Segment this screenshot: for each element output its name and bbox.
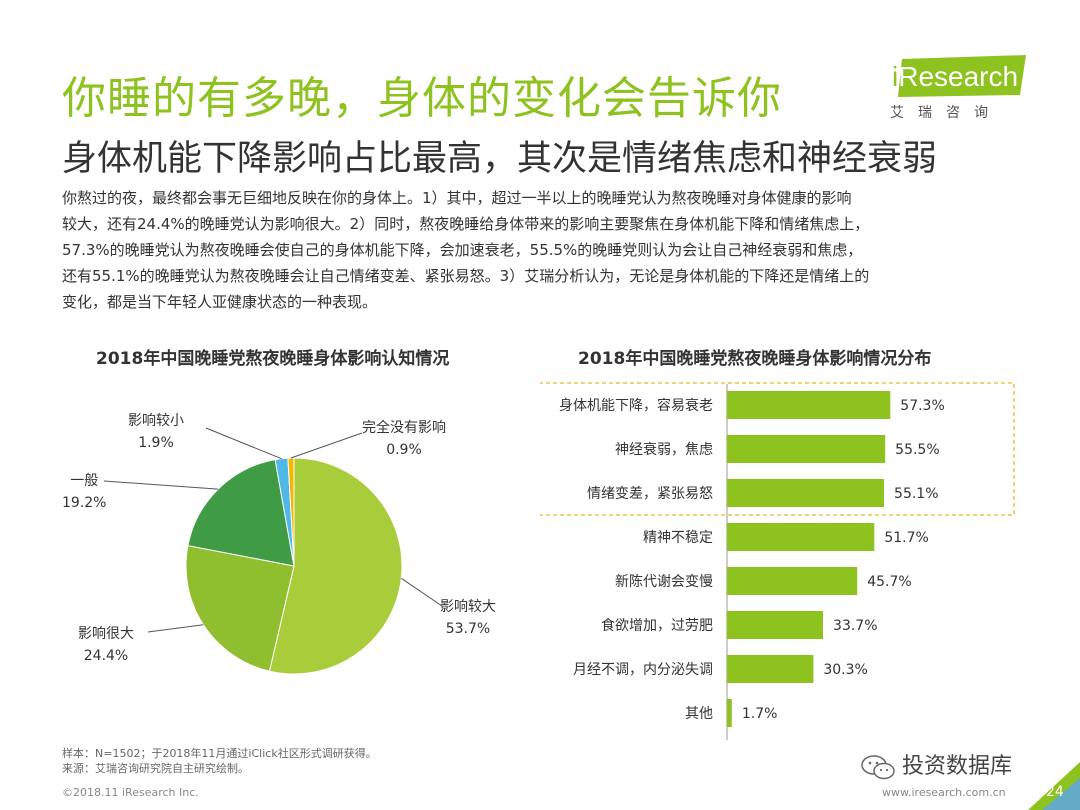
pie-label-value: 0.9% [386,442,422,458]
bar [727,435,886,463]
copyright: ©2018.11 iResearch Inc. [62,786,199,799]
bar-value-label: 57.3% [900,398,944,414]
pie-label-name: 影响较大 [440,599,496,615]
bar-value-label: 55.1% [894,486,938,502]
wechat-icon [861,755,895,780]
body-line: 还有55.1%的晚睡党认为熬夜晚睡会让自己情绪变差、紧张易怒。3）艾瑞分析认为，… [62,267,870,285]
bar-value-label: 45.7% [867,574,911,590]
pie-label-large: 影响较大 53.7% [440,596,496,640]
pie-label-value: 1.9% [138,435,174,451]
page-title: 你睡的有多晚，身体的变化会告诉你 [62,73,782,124]
pie-leader-line [205,427,282,460]
pie-label-name: 影响较小 [128,413,184,429]
bar [727,655,814,683]
pie-label-average: 一般 19.2% [62,470,106,514]
logo-i: i [892,61,899,92]
bar-category-label: 情绪变差，紧张易怒 [587,486,713,502]
pie-chart [103,427,443,675]
pie-label-value: 24.4% [83,648,129,664]
pie-leader-line [290,432,363,459]
watermark: 投资数据库 [860,748,1012,780]
bar [727,567,858,595]
bar [727,391,891,419]
bar-chart-title: 2018年中国晚睡党熬夜晚睡身体影响情况分布 [578,349,932,369]
body-line: 变化，都是当下年轻人亚健康状态的一种表现。 [62,293,378,311]
page-number: 24 [1046,784,1064,800]
bar [727,611,823,639]
page-subtitle: 身体机能下降影响占比最高，其次是情绪焦虑和神经衰弱 [62,139,938,179]
body-line: 较大，还有24.4%的晚睡党认为影响很大。2）同时，熬夜晚睡给身体带来的影响主要… [62,215,870,233]
logo-text: iResearch [892,61,1018,93]
bar-value-label: 30.3% [823,662,867,678]
highlight-box [540,382,1015,516]
bar-category-label: 精神不稳定 [643,530,713,546]
bar [727,699,732,727]
pie-label-name: 影响很大 [78,626,134,642]
pie-label-name: 一般 [70,473,99,489]
bar-category-label: 月经不调，内分泌失调 [573,662,713,678]
pie-label-none: 完全没有影响 0.9% [362,417,446,461]
bar-category-label: 其他 [685,706,713,722]
bar-chart: 身体机能下降，容易衰老 57.3% 神经衰弱，焦虑 55.5% 情绪变差，紧张易怒 55.… [540,382,1015,740]
pie-leader-line [103,480,219,490]
body-line: 你熬过的夜，最终都会事无巨细地反映在你的身体上。1）其中，超过一半以上的晚睡党认… [62,189,852,207]
logo-name: Research [898,61,1019,92]
website-url: www.iresearch.com.cn [882,786,1006,799]
bar-value-label: 51.7% [884,530,928,546]
pie-label-value: 19.2% [62,495,107,511]
pie-label-slight: 影响较小 1.9% [128,410,184,454]
pie-label-value: 53.7% [445,621,491,637]
bar-value-label: 1.7% [742,706,778,722]
bar-category-label: 食欲增加，过劳肥 [601,617,713,634]
footnote-sample: 样本：N=1502；于2018年11月通过iClick社区形式调研获得。 [62,747,377,760]
bar [727,479,884,507]
body-paragraph: 你熬过的夜，最终都会事无巨细地反映在你的身体上。1）其中，超过一半以上的晚睡党认… [62,185,1042,315]
pie-chart-title: 2018年中国晚睡党熬夜晚睡身体影响认知情况 [96,349,450,369]
bar [727,523,875,551]
bar-category-label: 新陈代谢会变慢 [615,573,713,590]
bar-value-label: 33.7% [833,618,877,634]
pie-leader-line [401,577,443,607]
logo-banner-icon [898,55,1026,97]
body-line: 57.3%的晚睡党认为熬夜晚睡会使自己的身体机能下降，会加速衰老，55.5%的晚… [62,241,863,259]
bar-category-label: 神经衰弱，焦虑 [615,441,713,458]
pie-slice [185,545,295,672]
watermark-text: 投资数据库 [902,754,1013,779]
pie-label-very-large: 影响很大 24.4% [78,623,134,667]
iresearch-logo: iResearch 艾瑞咨询 [888,55,1038,125]
page-corner-icon [1028,762,1080,810]
bar-value-label: 55.5% [895,442,939,458]
footnote-source: 来源：艾瑞咨询研究院自主研究绘制。 [62,762,249,775]
bar-category-label: 身体机能下降，容易衰老 [559,397,713,414]
pie-slice [268,457,403,675]
pie-label-name: 完全没有影响 [362,420,446,436]
logo-subtitle: 艾瑞咨询 [890,105,1002,121]
pie-leader-line [147,624,204,633]
